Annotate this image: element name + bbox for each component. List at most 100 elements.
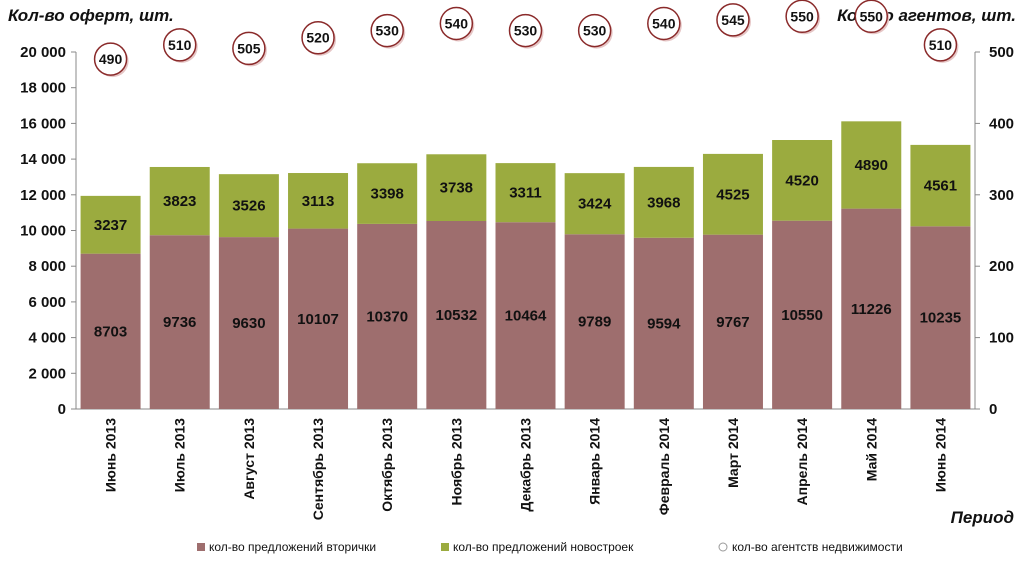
legend-marker-agents	[718, 542, 728, 552]
agent-marker-label: 505	[237, 40, 261, 56]
agent-marker	[232, 31, 266, 66]
left-tick-label: 6 000	[28, 294, 66, 311]
bar-new-label: 4561	[924, 178, 957, 195]
right-tick-label: 400	[989, 115, 1014, 132]
bar-new	[841, 121, 902, 209]
bar-secondary-label: 10550	[781, 307, 823, 324]
agent-marker	[923, 28, 958, 62]
bar-secondary	[910, 226, 971, 409]
bar-secondary-label: 10235	[920, 310, 962, 327]
left-tick-label: 8 000	[28, 258, 66, 275]
category-label: Октябрь 2013	[379, 418, 395, 512]
bar-new	[702, 153, 763, 235]
right-axis-ticks: 0 100 200 300 400 500	[975, 44, 1014, 418]
bar-secondary	[841, 208, 902, 409]
category-label: Декабрь 2013	[518, 418, 534, 512]
legend-swatch-secondary	[197, 543, 205, 551]
agent-markers: 490 510 505 520 530 540 530 530 540 545 550 550 510	[93, 0, 959, 78]
bar-secondary	[495, 222, 556, 409]
bar-secondary-label: 9767	[716, 314, 749, 331]
bar-new	[564, 173, 625, 235]
bar-secondary	[564, 234, 625, 409]
bar-new-label: 3526	[232, 198, 265, 215]
bar-new-label: 3823	[163, 193, 196, 210]
bar-secondary	[702, 234, 763, 409]
bar-secondary	[426, 221, 487, 409]
right-tick-label: 500	[989, 44, 1014, 61]
category-label: Июль 2013	[172, 418, 188, 492]
category-label: Апрель 2014	[794, 418, 810, 506]
bar-secondary-label: 11226	[851, 301, 892, 318]
bar-new	[288, 173, 349, 229]
bar-new-label: 3237	[94, 217, 127, 234]
bar-secondary	[288, 228, 349, 409]
left-tick-label: 18 000	[20, 80, 66, 97]
category-label: Март 2014	[725, 418, 741, 488]
legend: кол-во предложений вторички кол-во предл…	[197, 540, 903, 554]
agent-marker-label: 530	[583, 23, 607, 39]
bar-new-label: 4525	[716, 186, 749, 203]
category-label: Июнь 2013	[103, 418, 119, 492]
bar-secondary	[633, 237, 694, 409]
agent-marker-label: 530	[514, 23, 538, 39]
left-tick-label: 2 000	[28, 365, 66, 382]
agent-marker	[577, 13, 612, 48]
bar-new	[357, 163, 418, 224]
legend-label-new: кол-во предложений новостроек	[453, 540, 634, 554]
agent-marker	[508, 13, 543, 48]
agent-marker	[162, 28, 197, 62]
left-tick-label: 12 000	[20, 187, 66, 204]
bar-secondary	[772, 220, 833, 409]
bar-new	[426, 154, 487, 222]
bar-new-label: 3311	[509, 185, 542, 202]
left-axis-ticks: 0 2 000 4 000 6 000 8 000 10 000 12 000 14 000 1…	[20, 44, 76, 418]
bar-secondary	[357, 223, 418, 409]
bar-secondary-label: 10532	[435, 307, 477, 324]
bar-secondary	[80, 253, 141, 409]
left-axis-title: Кол-во оферт, шт.	[8, 6, 174, 25]
bar-new	[218, 174, 279, 238]
agent-marker	[716, 3, 750, 37]
bar-secondary-label: 10107	[297, 311, 339, 328]
left-tick-label: 14 000	[20, 151, 66, 168]
x-axis-title: Период	[951, 508, 1014, 527]
agent-marker-label: 550	[790, 8, 814, 24]
agent-marker	[647, 6, 681, 41]
bar-secondary-label: 10464	[505, 308, 547, 325]
agent-marker	[301, 20, 335, 55]
bar-new-label: 4520	[785, 172, 818, 189]
left-tick-label: 4 000	[28, 330, 66, 347]
bar-new	[149, 166, 210, 236]
category-label: Май 2014	[863, 418, 879, 481]
agent-marker	[93, 42, 128, 76]
bar-secondary-label: 9789	[578, 314, 611, 331]
bar-new	[910, 144, 971, 227]
legend-label-agents: кол-во агентств недвижимости	[732, 540, 903, 554]
agent-marker-label: 540	[652, 15, 676, 31]
right-tick-label: 200	[989, 258, 1014, 275]
agent-marker	[785, 0, 819, 34]
bar-new	[80, 195, 141, 254]
agent-marker	[854, 0, 889, 34]
bar-new-label: 3424	[578, 196, 612, 213]
bar-secondary-label: 10370	[366, 308, 408, 325]
agent-marker-label: 510	[929, 37, 953, 53]
agent-marker-label: 490	[99, 51, 123, 67]
bar-new-label: 3968	[647, 194, 680, 211]
right-tick-label: 100	[989, 330, 1014, 347]
bar-new-label: 4890	[855, 157, 888, 174]
agent-marker-label: 540	[445, 15, 469, 31]
category-label: Ноябрь 2013	[448, 418, 464, 506]
legend-label-secondary: кол-во предложений вторички	[209, 540, 376, 554]
bar-secondary-label: 9594	[647, 315, 681, 332]
bar-secondary-label: 9736	[163, 314, 196, 331]
bar-new	[495, 163, 556, 223]
left-tick-label: 0	[58, 401, 66, 418]
category-label: Август 2013	[241, 418, 257, 500]
agent-marker	[370, 13, 404, 48]
left-tick-label: 20 000	[20, 44, 66, 61]
agent-marker-label: 520	[306, 30, 330, 46]
agent-marker-label: 510	[168, 37, 192, 53]
